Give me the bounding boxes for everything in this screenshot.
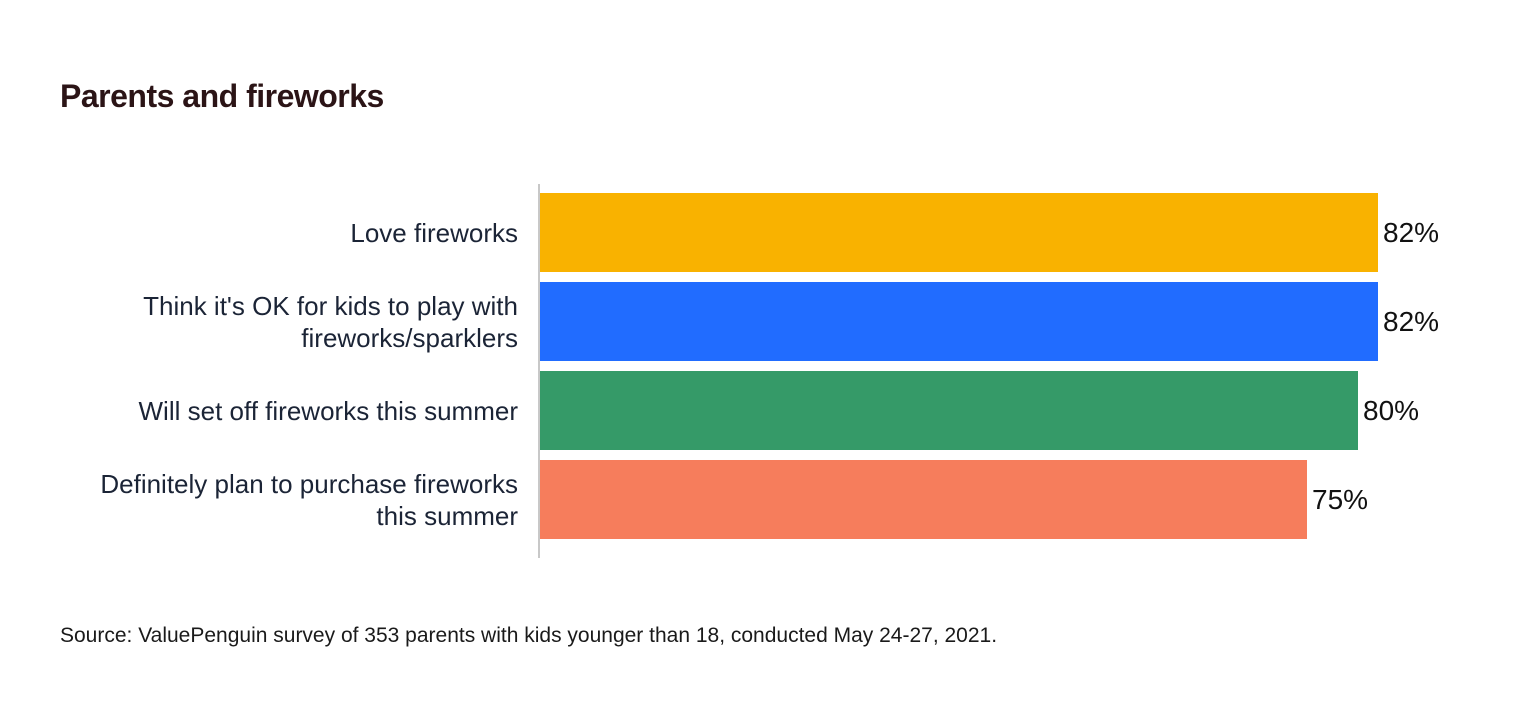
chart-title: Parents and fireworks <box>60 78 384 114</box>
source-note: Source: ValuePenguin survey of 353 paren… <box>60 624 998 647</box>
bar-row-plan-to-purchase: Definitely plan to purchase fireworks thi… <box>0 460 1520 539</box>
bar-row-ok-for-kids: Think it's OK for kids to play with firew… <box>0 282 1520 361</box>
bar <box>540 282 1378 361</box>
category-label-text: Think it's OK for kids to play with firew… <box>143 290 518 353</box>
value-label: 75% <box>1312 483 1369 515</box>
category-label: Think it's OK for kids to play with firew… <box>38 282 518 361</box>
bar <box>540 460 1307 539</box>
category-label: Definitely plan to purchase fireworks thi… <box>38 460 518 539</box>
category-label: Will set off fireworks this summer <box>138 395 518 426</box>
bar <box>540 193 1378 272</box>
category-label: Love fireworks <box>350 217 518 248</box>
y-axis-line <box>538 184 540 558</box>
value-label: 82% <box>1383 305 1440 337</box>
category-label-text: Definitely plan to purchase fireworks thi… <box>100 468 518 531</box>
value-label: 82% <box>1383 216 1440 248</box>
value-label: 80% <box>1363 394 1420 426</box>
bar <box>540 371 1358 450</box>
bar-row-love-fireworks: Love fireworks 82% <box>0 193 1520 272</box>
bar-row-set-off-fireworks: Will set off fireworks this summer 80% <box>0 371 1520 450</box>
